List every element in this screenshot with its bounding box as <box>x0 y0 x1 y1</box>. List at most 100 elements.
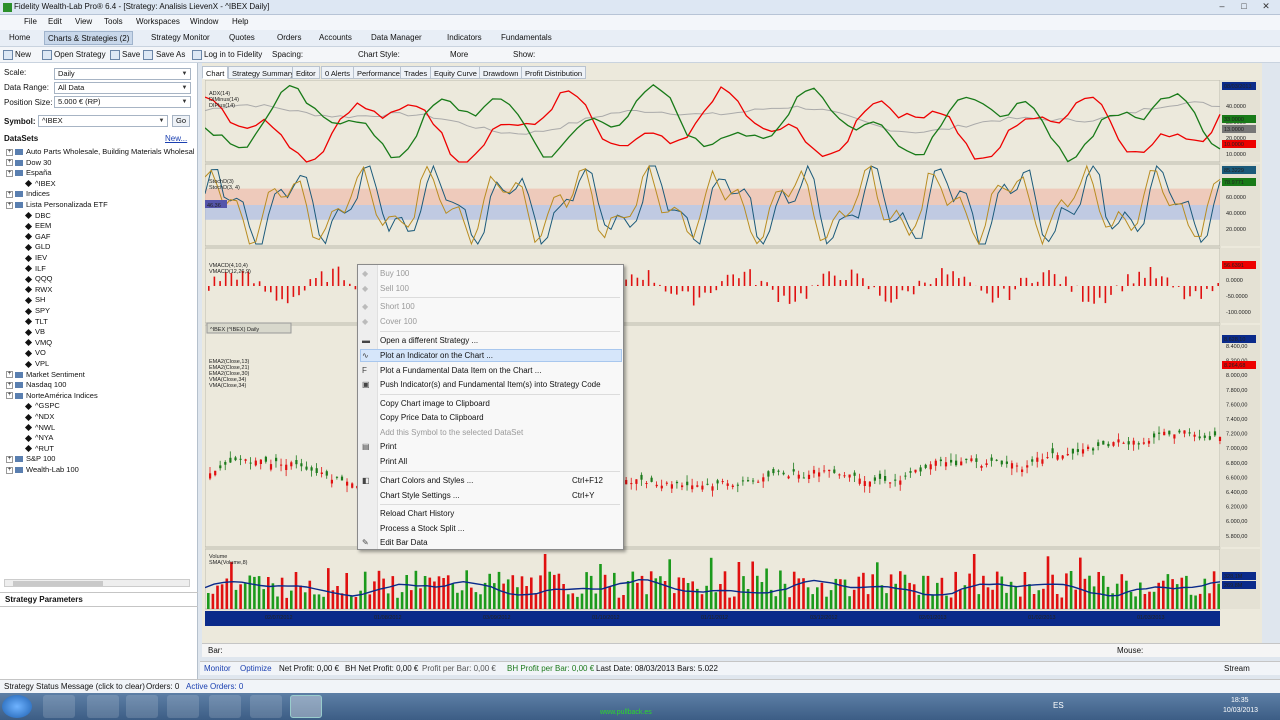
login-button[interactable]: Log in to Fidelity <box>204 50 263 59</box>
dataset-folder[interactable]: + Nasdaq 100 <box>6 380 67 390</box>
data-range-select[interactable]: All Data ▼ <box>54 82 191 94</box>
maximize-button[interactable]: □ <box>1241 1 1247 11</box>
dataset-symbol[interactable]: ILF <box>24 264 46 273</box>
new-button[interactable]: New <box>15 50 32 59</box>
optimize-link[interactable]: Optimize <box>240 664 272 673</box>
expand-icon[interactable]: + <box>6 159 13 167</box>
dataset-symbol[interactable]: VPL <box>24 359 49 368</box>
dataset-symbol[interactable]: ^NWL <box>24 423 55 432</box>
expand-icon[interactable]: + <box>6 201 13 209</box>
tab-drawdown[interactable]: Drawdown <box>479 66 523 79</box>
chart-panes[interactable]: 02/07/2012 01/08/2012 03/09/2012 01/10/2012… <box>205 80 1260 628</box>
expand-icon[interactable]: + <box>6 455 13 463</box>
ctx-menu-item[interactable]: Reload Chart History <box>380 509 455 518</box>
dataset-symbol[interactable]: QQQ <box>24 274 53 283</box>
tab-accounts[interactable]: Accounts <box>319 33 352 42</box>
clock-date[interactable]: 10/03/2013 <box>1223 707 1259 714</box>
dataset-folder[interactable]: + Indices <box>6 189 50 199</box>
dataset-symbol[interactable]: VMQ <box>24 338 52 347</box>
dataset-symbol[interactable]: ^GSPC <box>24 401 60 410</box>
tab-chart[interactable]: Chart <box>202 66 229 79</box>
dataset-symbol[interactable]: RWX <box>24 285 52 294</box>
scale-select[interactable]: Daily ▼ <box>54 68 191 80</box>
dataset-folder[interactable]: + Auto Parts Wholesale, Building Material… <box>6 147 195 156</box>
media-player-icon[interactable] <box>43 695 75 718</box>
dataset-symbol[interactable]: TLT <box>24 317 48 326</box>
minimize-button[interactable]: – <box>1219 1 1225 11</box>
menu-workspaces[interactable]: Workspaces <box>136 17 180 26</box>
ctx-menu-item[interactable]: Push Indicator(s) and Fundamental Item(s… <box>380 380 601 389</box>
go-button[interactable]: Go <box>172 115 190 127</box>
save-button[interactable]: Save <box>122 50 141 59</box>
ctx-menu-item[interactable]: Print All <box>380 457 408 466</box>
dataset-symbol[interactable]: IEV <box>24 253 47 262</box>
ctx-menu-item[interactable]: Plot an Indicator on the Chart ... <box>380 351 493 360</box>
menu-file[interactable]: File <box>24 17 37 26</box>
wealth-lab-taskbar-icon[interactable] <box>290 695 322 718</box>
menu-edit[interactable]: Edit <box>48 17 62 26</box>
language-indicator[interactable]: ES <box>1053 701 1064 710</box>
chart-pane[interactable] <box>205 80 1221 163</box>
clock-time[interactable]: 18:35 <box>1231 697 1249 704</box>
expand-icon[interactable]: + <box>6 169 13 177</box>
expand-icon[interactable]: + <box>6 148 13 156</box>
ctx-menu-item[interactable]: Chart Style Settings ... Ctrl+Y <box>380 491 595 500</box>
dataset-symbol[interactable]: ^NYA <box>24 433 53 442</box>
symbol-input[interactable]: ^IBEX ▼ <box>38 115 168 127</box>
tab-profit-distribution[interactable]: Profit Distribution <box>521 66 587 79</box>
tab-data-manager[interactable]: Data Manager <box>371 33 422 42</box>
tab-charts-strategies[interactable]: Charts & Strategies (2) <box>44 31 134 45</box>
menu-window[interactable]: Window <box>190 17 219 26</box>
more-button[interactable]: More <box>450 50 469 59</box>
monitor-link[interactable]: Monitor <box>204 664 231 673</box>
menu-view[interactable]: View <box>75 17 93 26</box>
expand-icon[interactable]: + <box>6 392 13 400</box>
dataset-symbol[interactable]: ^IBEX <box>24 179 56 188</box>
ctx-menu-item[interactable]: Process a Stock Split ... <box>380 524 465 533</box>
dataset-symbol[interactable]: GLD <box>24 242 50 251</box>
tab-performance[interactable]: Performance <box>353 66 404 79</box>
tab-alerts[interactable]: 0 Alerts <box>321 66 355 79</box>
dataset-symbol[interactable]: EEM <box>24 221 51 230</box>
menu-tools[interactable]: Tools <box>104 17 123 26</box>
open-strategy-button[interactable]: Open Strategy <box>54 50 106 59</box>
tab-indicators[interactable]: Indicators <box>447 33 482 42</box>
new-dataset-link[interactable]: New... <box>165 134 188 143</box>
tab-editor[interactable]: Editor <box>292 66 320 79</box>
dataset-symbol[interactable]: VB <box>24 327 45 336</box>
start-button[interactable] <box>2 695 32 718</box>
ctx-menu-item[interactable]: Chart Colors and Styles ... Ctrl+F12 <box>380 476 603 485</box>
dataset-folder[interactable]: + Market Sentiment <box>6 369 85 379</box>
ctx-menu-item[interactable]: Edit Bar Data <box>380 538 428 547</box>
tab-home[interactable]: Home <box>9 33 31 42</box>
dataset-folder[interactable]: + Lista Personalizada ETF <box>6 200 108 209</box>
tab-trades[interactable]: Trades <box>400 66 432 79</box>
position-size-select[interactable]: 5.000 € (RP) ▼ <box>54 96 191 108</box>
dataset-folder[interactable]: + Dow 30 <box>6 157 52 167</box>
dataset-symbol[interactable]: ^NDX <box>24 412 54 421</box>
browser-icon[interactable] <box>87 695 119 718</box>
expand-icon[interactable]: + <box>6 381 13 389</box>
tab-strategy-monitor[interactable]: Strategy Monitor <box>151 33 210 42</box>
dataset-symbol[interactable]: DBC <box>24 211 51 220</box>
dataset-symbol[interactable]: ^RUT <box>24 444 54 453</box>
dataset-folder[interactable]: + NorteAmérica Indices <box>6 390 98 400</box>
ctx-menu-item[interactable]: Copy Price Data to Clipboard <box>380 413 484 422</box>
close-button[interactable]: ✕ <box>1262 1 1270 11</box>
folder-icon[interactable] <box>167 695 199 718</box>
expand-icon[interactable]: + <box>6 466 13 474</box>
tab-quotes[interactable]: Quotes <box>229 33 255 42</box>
menu-help[interactable]: Help <box>232 17 249 26</box>
ctx-menu-item[interactable]: Plot a Fundamental Data Item on the Char… <box>380 366 542 375</box>
expand-icon[interactable]: + <box>6 371 13 379</box>
dataset-folder[interactable]: + S&P 100 <box>6 454 56 464</box>
tab-fundamentals[interactable]: Fundamentals <box>501 33 552 42</box>
tab-strategy-summary[interactable]: Strategy Summary <box>228 66 299 79</box>
dataset-folder[interactable]: + España <box>6 168 52 178</box>
ctx-menu-item[interactable]: Print <box>380 442 397 451</box>
dataset-symbol[interactable]: GAF <box>24 232 50 241</box>
expand-icon[interactable]: + <box>6 190 13 198</box>
horizontal-scrollbar[interactable] <box>4 579 190 587</box>
tab-equity-curve[interactable]: Equity Curve <box>430 66 481 79</box>
dataset-folder[interactable]: + Wealth-Lab 100 <box>6 465 79 474</box>
